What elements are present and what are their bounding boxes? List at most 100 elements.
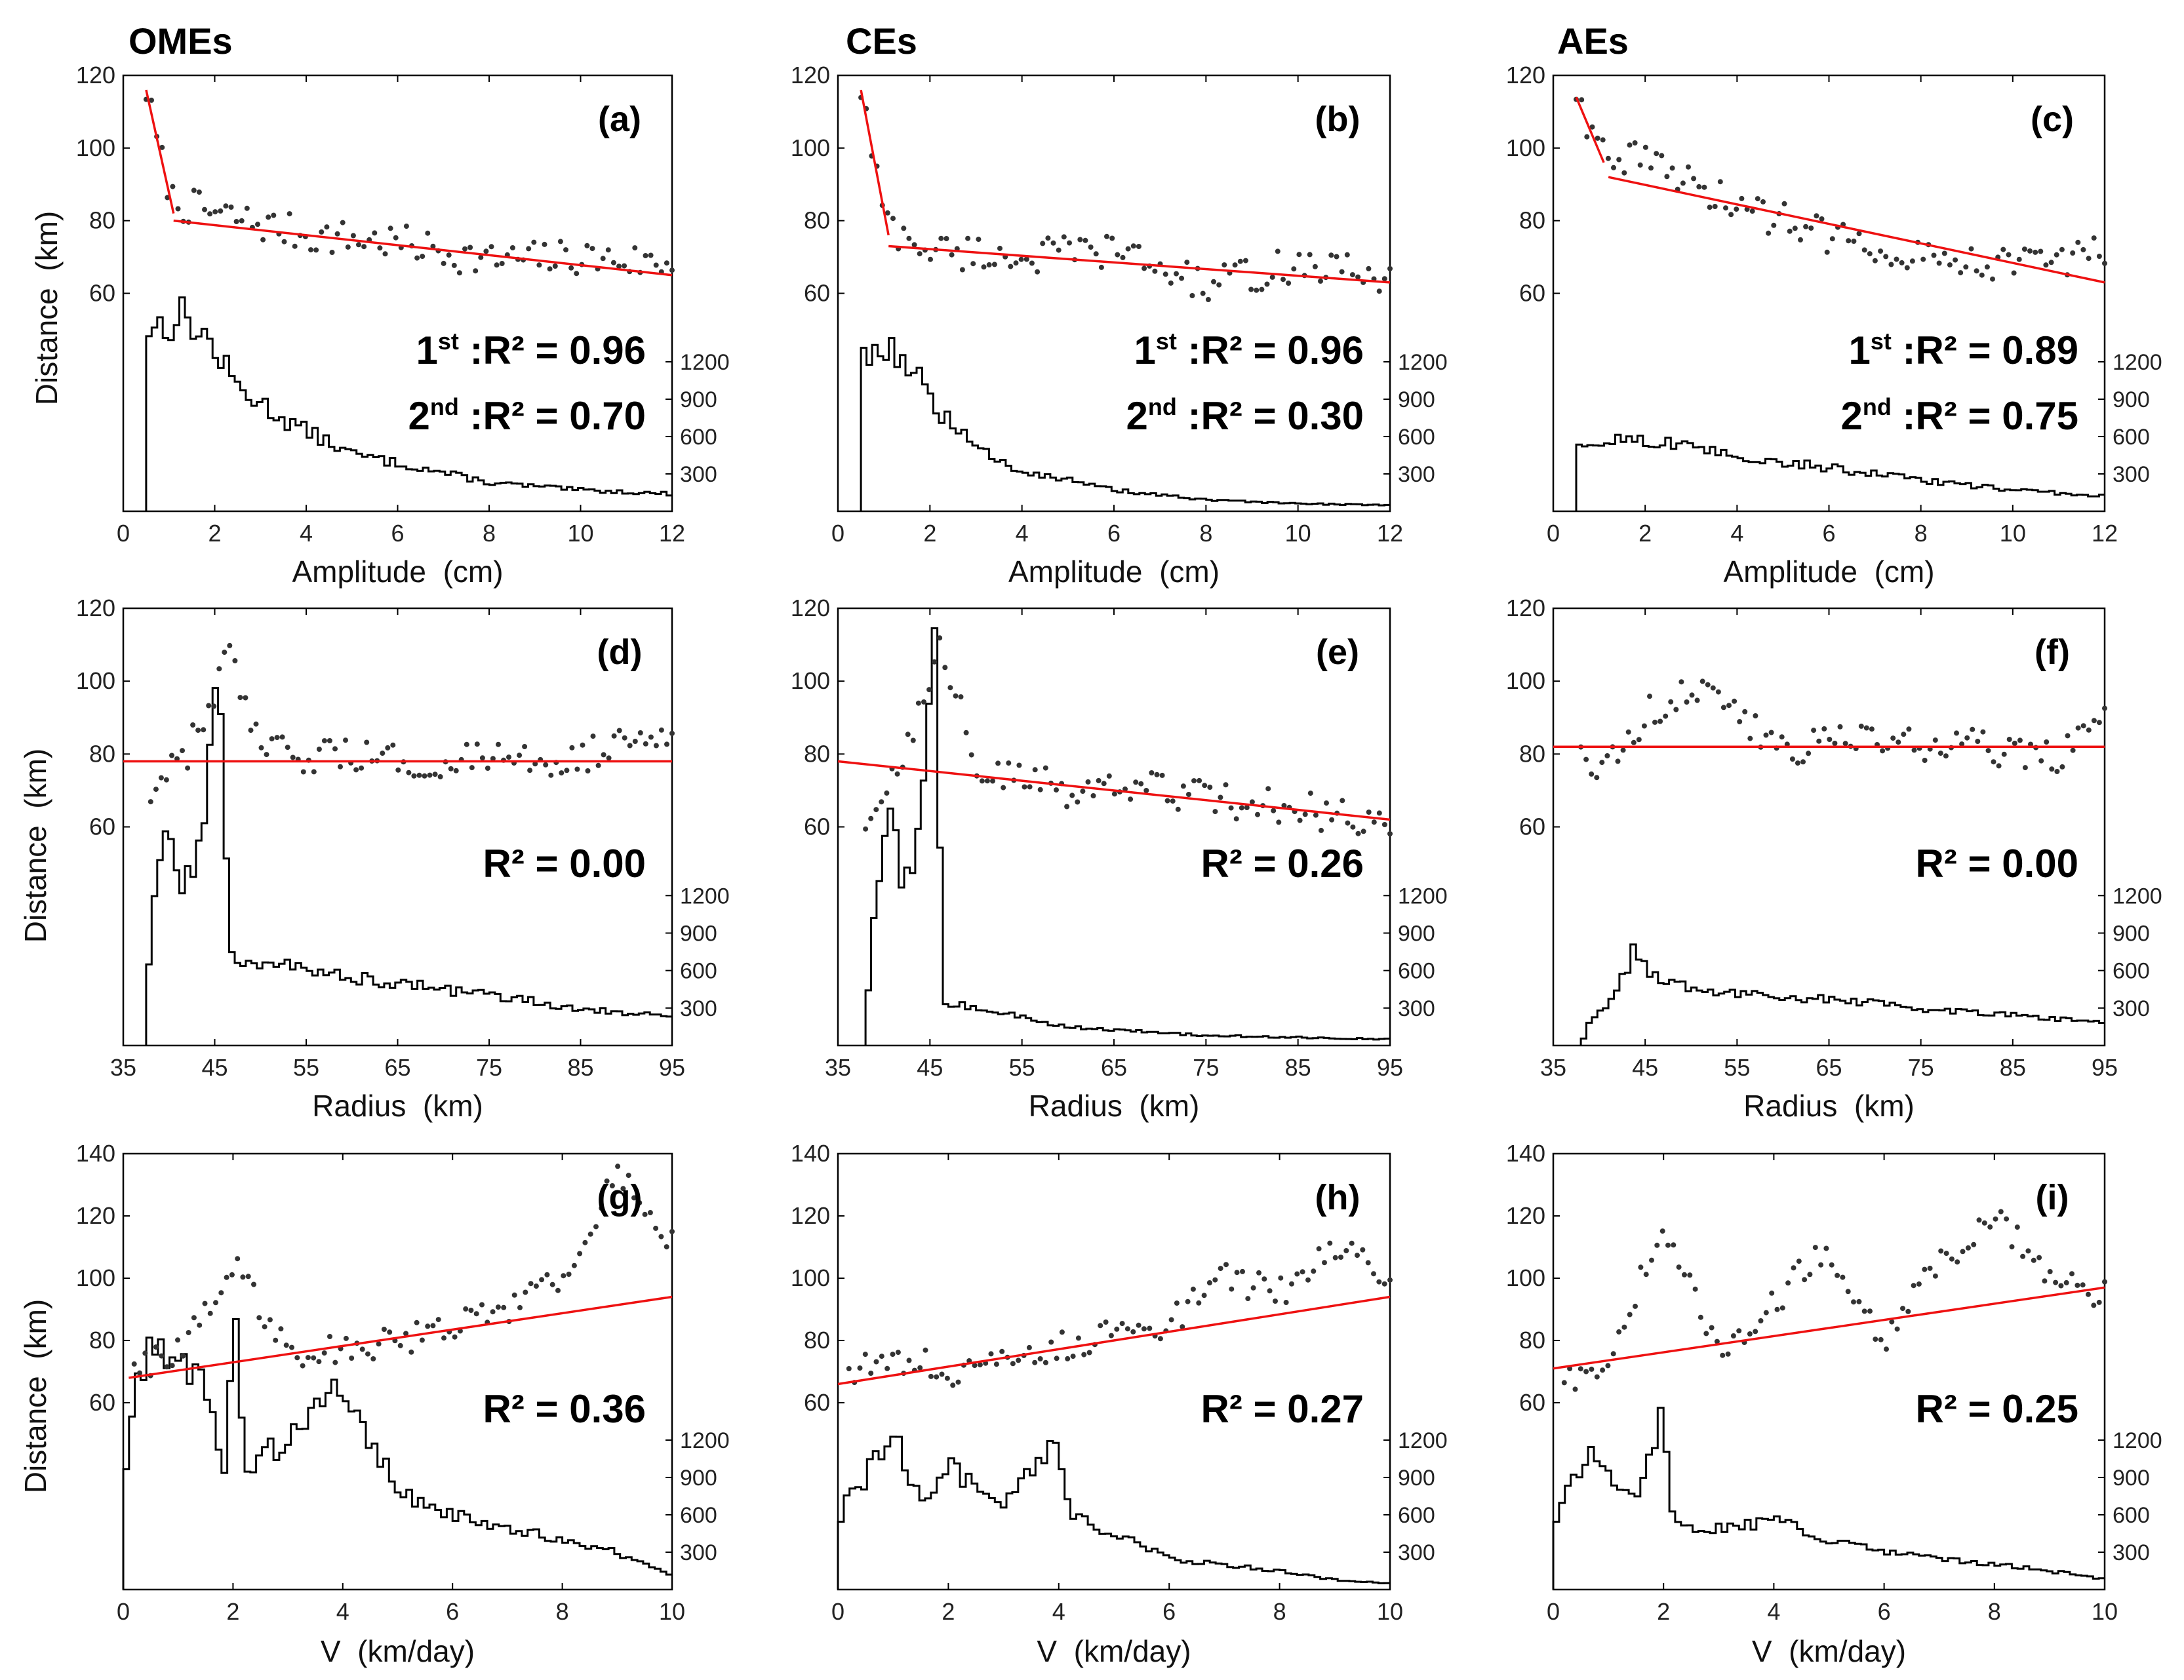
ytick-label-g-2: 100 bbox=[76, 1264, 115, 1291]
scatter-point-i-45 bbox=[1807, 1272, 1813, 1278]
scatter-point-i-72 bbox=[1955, 1259, 1960, 1265]
scatter-point-d-94 bbox=[643, 741, 648, 747]
scatter-point-d-13 bbox=[216, 666, 222, 672]
scatter-point-h-28 bbox=[999, 1348, 1005, 1354]
scatter-point-e-70 bbox=[1233, 816, 1239, 822]
xtick-label-c-0: 0 bbox=[1547, 520, 1560, 547]
scatter-point-i-32 bbox=[1736, 1328, 1742, 1334]
scatter-point-f-90 bbox=[2054, 769, 2060, 774]
scatter-point-d-6 bbox=[180, 748, 185, 754]
scatter-point-a-79 bbox=[563, 247, 568, 253]
scatter-point-c-80 bbox=[2000, 246, 2006, 252]
xtick-label-a-1: 2 bbox=[208, 520, 221, 547]
scatter-point-f-12 bbox=[1641, 723, 1647, 729]
scatter-point-e-72 bbox=[1244, 805, 1250, 810]
fit-line-e-0 bbox=[837, 760, 1391, 821]
scatter-point-f-98 bbox=[2096, 720, 2102, 726]
scatter-point-f-75 bbox=[1975, 739, 1981, 744]
scatter-point-h-61 bbox=[1180, 1324, 1185, 1330]
scatter-point-i-43 bbox=[1796, 1259, 1802, 1264]
scatter-point-g-68 bbox=[501, 1304, 507, 1310]
scatter-point-f-23 bbox=[1699, 678, 1705, 684]
scatter-point-c-59 bbox=[1888, 262, 1894, 267]
scatter-point-i-82 bbox=[2009, 1244, 2015, 1250]
scatter-point-f-41 bbox=[1795, 760, 1800, 766]
scatter-point-f-82 bbox=[2012, 741, 2017, 746]
scatter-point-e-16 bbox=[947, 685, 953, 691]
scatter-point-h-82 bbox=[1294, 1271, 1300, 1277]
scatter-point-c-85 bbox=[2027, 248, 2033, 254]
xlabel-h: V (km/day) bbox=[1037, 1634, 1191, 1668]
hist-tick-label-c-3: 300 bbox=[2113, 462, 2150, 487]
scatter-point-g-57 bbox=[441, 1335, 447, 1341]
scatter-point-c-3 bbox=[1589, 124, 1595, 130]
hist-tick-label-a-3: 300 bbox=[680, 462, 717, 487]
scatter-point-h-77 bbox=[1267, 1288, 1273, 1294]
scatter-point-f-68 bbox=[1937, 751, 1943, 756]
scatter-point-h-68 bbox=[1218, 1266, 1223, 1272]
scatter-point-i-79 bbox=[1993, 1216, 1998, 1222]
xlabel-e: Radius (km) bbox=[1029, 1089, 1200, 1123]
scatter-point-b-89 bbox=[1334, 254, 1340, 260]
xtick-label-b-6: 12 bbox=[1377, 520, 1403, 547]
hist-tick-label-f-2: 600 bbox=[2113, 959, 2150, 984]
scatter-point-d-76 bbox=[548, 772, 554, 778]
scatter-point-c-52 bbox=[1851, 239, 1857, 244]
scatter-point-g-9 bbox=[180, 1353, 186, 1359]
scatter-point-i-38 bbox=[1769, 1290, 1775, 1296]
scatter-point-i-92 bbox=[2063, 1280, 2069, 1285]
scatter-point-d-5 bbox=[174, 756, 180, 762]
scatter-point-e-14 bbox=[937, 635, 943, 641]
scatter-point-d-61 bbox=[469, 765, 475, 771]
scatter-point-g-29 bbox=[289, 1344, 294, 1350]
scatter-point-e-53 bbox=[1143, 788, 1149, 793]
scatter-point-g-21 bbox=[245, 1274, 251, 1280]
scatter-point-c-62 bbox=[1904, 265, 1910, 271]
scatter-point-i-67 bbox=[1927, 1265, 1933, 1271]
scatter-point-a-1 bbox=[149, 97, 154, 103]
scatter-point-c-31 bbox=[1739, 195, 1745, 201]
scatter-point-d-4 bbox=[169, 752, 174, 758]
r2-value: :R² = 0.89 bbox=[1892, 328, 2078, 372]
xtick-label-i-4: 8 bbox=[1988, 1598, 2001, 1625]
scatter-point-c-37 bbox=[1771, 222, 1777, 228]
scatter-point-e-95 bbox=[1366, 810, 1372, 815]
scatter-point-d-99 bbox=[669, 730, 675, 736]
scatter-point-b-59 bbox=[1174, 271, 1179, 277]
xtick-label-g-2: 4 bbox=[336, 1598, 349, 1625]
scatter-point-i-25 bbox=[1698, 1314, 1703, 1320]
scatter-point-c-74 bbox=[1968, 246, 1974, 252]
scatter-point-f-93 bbox=[2070, 747, 2076, 753]
scatter-point-c-28 bbox=[1723, 205, 1728, 211]
scatter-point-b-15 bbox=[938, 235, 944, 241]
scatter-point-i-65 bbox=[1916, 1281, 1922, 1287]
xtick-label-i-0: 0 bbox=[1547, 1598, 1560, 1625]
scatter-point-d-12 bbox=[211, 703, 217, 709]
histogram-f bbox=[1579, 943, 2105, 1045]
scatter-point-d-29 bbox=[300, 769, 306, 775]
scatter-point-b-64 bbox=[1200, 290, 1206, 296]
scatter-point-d-83 bbox=[585, 768, 591, 773]
scatter-point-d-40 bbox=[359, 765, 365, 771]
scatter-point-e-77 bbox=[1271, 808, 1277, 813]
scatter-point-c-14 bbox=[1648, 165, 1654, 171]
ytick-label-c-3: 120 bbox=[1506, 62, 1545, 88]
panel-g: 0 2 4 6 8 10 60 80 100 120 140 1200 900 600 300 (g) R² =… bbox=[76, 1140, 730, 1668]
r2-value: :R² = 0.96 bbox=[459, 328, 646, 372]
scatter-point-g-49 bbox=[397, 1342, 403, 1348]
hist-tick-label-i-0: 1200 bbox=[2113, 1428, 2162, 1453]
scatter-point-c-97 bbox=[2091, 235, 2097, 241]
scatter-point-e-24 bbox=[990, 778, 995, 784]
scatter-point-f-80 bbox=[2001, 751, 2007, 757]
scatter-point-g-75 bbox=[539, 1277, 545, 1283]
scatter-point-h-76 bbox=[1261, 1276, 1267, 1282]
scatter-point-d-58 bbox=[453, 768, 459, 773]
r2-text-g-0: R² = 0.36 bbox=[483, 1387, 646, 1431]
scatter-point-d-20 bbox=[253, 721, 259, 727]
hist-tick-label-d-3: 300 bbox=[680, 996, 717, 1021]
scatter-point-h-88 bbox=[1327, 1240, 1333, 1246]
hist-tick-label-d-1: 900 bbox=[680, 921, 717, 946]
scatter-point-g-59 bbox=[452, 1334, 458, 1340]
